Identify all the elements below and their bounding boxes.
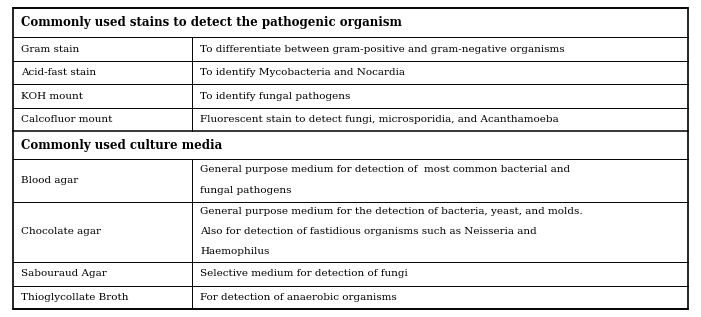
Text: Gram stain: Gram stain	[21, 45, 79, 54]
Text: Haemophilus: Haemophilus	[200, 248, 269, 256]
Text: fungal pathogens: fungal pathogens	[200, 186, 292, 196]
Text: General purpose medium for detection of  most common bacterial and: General purpose medium for detection of …	[200, 165, 570, 174]
Text: To identify fungal pathogens: To identify fungal pathogens	[200, 92, 350, 100]
Text: For detection of anaerobic organisms: For detection of anaerobic organisms	[200, 293, 397, 302]
Text: Thioglycollate Broth: Thioglycollate Broth	[21, 293, 128, 302]
Text: Commonly used culture media: Commonly used culture media	[21, 139, 222, 152]
Text: To identify Mycobacteria and Nocardia: To identify Mycobacteria and Nocardia	[200, 68, 405, 77]
Text: Commonly used stains to detect the pathogenic organism: Commonly used stains to detect the patho…	[21, 16, 402, 29]
Text: To differentiate between gram-positive and gram-negative organisms: To differentiate between gram-positive a…	[200, 45, 565, 54]
Text: KOH mount: KOH mount	[21, 92, 83, 100]
Text: Also for detection of fastidious organisms such as Neisseria and: Also for detection of fastidious organis…	[200, 227, 537, 236]
Text: Blood agar: Blood agar	[21, 176, 79, 185]
Text: Calcofluor mount: Calcofluor mount	[21, 115, 112, 124]
Text: Chocolate agar: Chocolate agar	[21, 227, 101, 236]
Text: Sabouraud Agar: Sabouraud Agar	[21, 269, 107, 278]
Text: General purpose medium for the detection of bacteria, yeast, and molds.: General purpose medium for the detection…	[200, 207, 583, 216]
Text: Selective medium for detection of fungi: Selective medium for detection of fungi	[200, 269, 408, 278]
Text: Fluorescent stain to detect fungi, microsporidia, and Acanthamoeba: Fluorescent stain to detect fungi, micro…	[200, 115, 559, 124]
Text: Acid-fast stain: Acid-fast stain	[21, 68, 96, 77]
